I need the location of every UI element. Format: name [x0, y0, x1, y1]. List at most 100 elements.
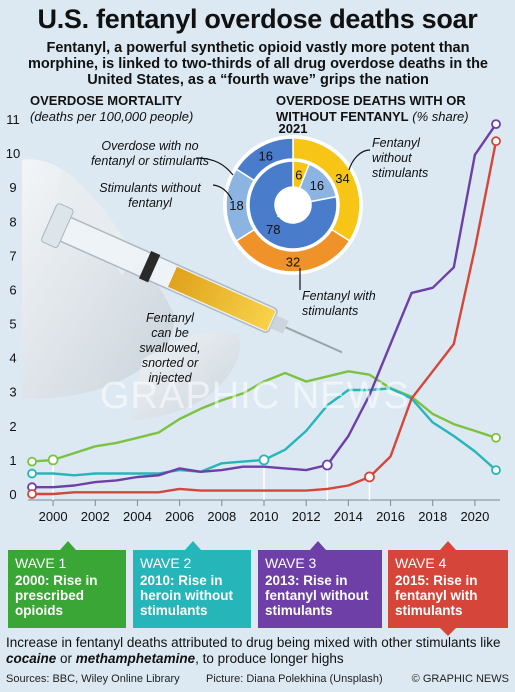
- donut-label-stimulants-line: fentanyl: [128, 196, 173, 210]
- wave-4-text: 2015: Rise in fentanyl with stimulants: [395, 573, 478, 618]
- footnote: Increase in fentanyl deaths attributed t…: [6, 635, 511, 667]
- x-tick-label: 2012: [292, 509, 321, 524]
- y-tick-label: 7: [9, 248, 16, 263]
- wave-3-title: WAVE 3: [265, 555, 317, 571]
- y-tick-label: 4: [9, 351, 16, 366]
- wave-marker-point: [364, 471, 375, 483]
- x-tick-label: 2008: [207, 509, 236, 524]
- donut-year-inner: 2011: [277, 205, 305, 220]
- donut-label-stimulants-line: Stimulants without: [99, 181, 201, 195]
- x-tick-label: 2020: [460, 509, 489, 524]
- credits-brand: © GRAPHIC NEWS: [411, 673, 509, 685]
- wave-4-bottom-pointer: [440, 628, 456, 636]
- y-tick-label: 5: [9, 317, 16, 332]
- x-tick-label: 2010: [250, 509, 279, 524]
- donut-label-no-fentanyl: Overdose with no fentanyl or stimulants: [91, 139, 209, 168]
- donut-label-no-fentanyl-line: Overdose with no: [101, 139, 198, 153]
- donut-label-stimulants: Stimulants without fentanyl: [99, 181, 201, 210]
- donut-slice-2021: [235, 137, 294, 182]
- x-tick-label: 2002: [81, 509, 110, 524]
- subheadline: Fentanyl, a powerful synthetic opioid va…: [27, 40, 488, 88]
- wave-pointer: [60, 541, 76, 550]
- y-tick-label: 1: [9, 453, 16, 468]
- wave-pointer: [310, 541, 326, 550]
- series-point-prescribed: [27, 456, 37, 467]
- x-tick-label: 2004: [123, 509, 152, 524]
- footnote-text-2: , to produce longer highs: [195, 651, 344, 666]
- headline: U.S. fentanyl overdose deaths soar: [37, 4, 478, 34]
- arrow-stimulants: [212, 184, 233, 201]
- right-section-heading: OVERDOSE DEATHS WITH OR WITHOUT FENTANYL…: [276, 93, 506, 125]
- left-section-heading: OVERDOSE MORTALITY (deaths per 100,000 p…: [30, 93, 193, 125]
- watermark: GRAPHIC NEWS: [100, 375, 410, 417]
- series-point-fentanyl_with_stimulants: [27, 489, 37, 499]
- footnote-text-1: Increase in fentanyl deaths attributed t…: [6, 635, 501, 650]
- footnote-drug-cocaine: cocaine: [6, 651, 57, 666]
- credits-sources: Sources: BBC, Wiley Online Library: [6, 673, 180, 685]
- y-tick-label: 6: [9, 282, 16, 297]
- photo-caption-line: can be: [151, 326, 189, 340]
- donut-year-outer: 2021: [279, 121, 308, 136]
- y-tick-label: 8: [9, 214, 16, 229]
- x-tick-label: 2014: [334, 509, 363, 524]
- arrow-fentanyl-without: [348, 149, 371, 171]
- x-tick-label: 2016: [376, 509, 405, 524]
- series-line-fentanyl_with_stimulants: [32, 140, 498, 496]
- wave-3-box: WAVE 3 2013: Rise in fentanyl without st…: [258, 550, 382, 628]
- footnote-or: or: [56, 651, 76, 666]
- donut-slice-label: 6: [295, 168, 302, 183]
- donut-slice-2011: [248, 160, 338, 250]
- footnote-drug-meth: methamphetamine: [75, 651, 196, 666]
- left-section-title: OVERDOSE MORTALITY: [30, 93, 183, 108]
- y-tick-label: 0: [9, 487, 16, 502]
- donut-label-fentanyl-with: Fentanyl with stimulants: [302, 289, 376, 318]
- donut-label-fentanyl-without-line: Fentanyl: [372, 136, 421, 150]
- series-point-fentanyl_with_stimulants: [491, 136, 501, 147]
- y-tick-label: 11: [6, 112, 20, 127]
- photo-caption-line: swallowed,: [139, 341, 200, 355]
- donut-slice-label: 32: [286, 255, 300, 270]
- x-tick-label: 2006: [165, 509, 194, 524]
- x-tick-label: 2018: [418, 509, 447, 524]
- photo-caption-line: injected: [148, 371, 192, 385]
- donut-label-fentanyl-with-line: stimulants: [302, 304, 358, 318]
- series-line-prescribed: [31, 370, 497, 463]
- wave-1-box: WAVE 1 2000: Rise in prescribed opioids: [8, 550, 126, 628]
- wave-marker-point: [258, 454, 270, 466]
- wave-marker-point: [321, 459, 333, 471]
- wave-pointer: [185, 541, 201, 550]
- photo-caption-line: snorted or: [142, 356, 199, 370]
- wave-2-title: WAVE 2: [140, 555, 192, 571]
- left-section-subtitle: (deaths per 100,000 people): [30, 109, 194, 124]
- wave-4-box: WAVE 4 2015: Rise in fentanyl with stimu…: [388, 550, 508, 628]
- donut-slice-label: 16: [310, 178, 324, 193]
- donut-label-fentanyl-with-line: Fentanyl with: [302, 289, 376, 303]
- arrow-no-fentanyl: [195, 157, 234, 176]
- wave-2-text: 2010: Rise in heroin without stimulants: [140, 573, 233, 618]
- series-line-fentanyl_without_stimulants: [32, 123, 497, 489]
- donut-label-no-fentanyl-line: fentanyl or stimulants: [91, 154, 209, 168]
- wave-3-text: 2013: Rise in fentanyl without stimulant…: [265, 573, 369, 618]
- donut-label-fentanyl-without: Fentanyl without stimulants: [372, 136, 428, 180]
- series-point-prescribed: [491, 432, 501, 443]
- wave-2-box: WAVE 2 2010: Rise in heroin without stim…: [133, 550, 251, 628]
- right-section-subtitle: (% share): [412, 109, 469, 124]
- wave-1-text: 2000: Rise in prescribed opioids: [15, 573, 98, 618]
- donut-slice-label: 34: [335, 171, 349, 186]
- donut-label-fentanyl-without-line: without: [372, 151, 412, 165]
- series-point-fentanyl_without_stimulants: [491, 119, 501, 130]
- donut-slice-label: 18: [229, 198, 243, 213]
- donut-slice-label: 78: [266, 222, 280, 237]
- series-point-heroin: [491, 465, 501, 476]
- photo-caption-line: Fentanyl: [146, 311, 195, 325]
- wave-1-title: WAVE 1: [15, 555, 67, 571]
- photo-caption: Fentanyl can be swallowed, snorted or inject…: [139, 311, 200, 385]
- right-section-title: OVERDOSE DEATHS WITH OR WITHOUT FENTANYL: [276, 93, 466, 124]
- y-tick-label: 3: [9, 385, 16, 400]
- wave-marker-point: [47, 454, 59, 466]
- donut-label-fentanyl-without-line: stimulants: [372, 166, 428, 180]
- y-tick-label: 10: [6, 146, 20, 161]
- wave-pointer: [440, 541, 456, 550]
- donut-slice-label: 16: [259, 148, 273, 163]
